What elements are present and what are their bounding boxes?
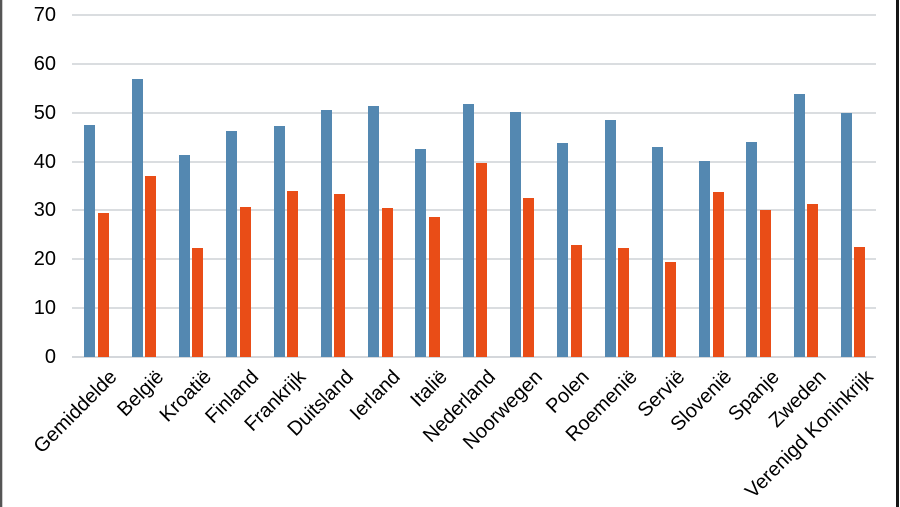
bar-blue-finland: [226, 130, 238, 357]
bar-blue-nederland: [462, 104, 474, 357]
x-axis-label: Ierland: [346, 366, 405, 425]
bar-blue-kroatië: [178, 155, 190, 357]
bar-blue-polen: [557, 143, 569, 357]
y-tick-label: 20: [33, 248, 56, 271]
gridline: [72, 14, 876, 16]
bar-blue-frankrijk: [273, 126, 285, 357]
y-tick-label: 0: [44, 346, 56, 368]
bar-orange-finland: [239, 206, 251, 357]
bar-orange-italië: [428, 216, 440, 357]
bar-blue-slovenië: [699, 161, 711, 357]
bar-orange-verenigd-koninkrijk: [854, 247, 866, 357]
screen-edge-right: [896, 0, 899, 507]
bar-blue-zweden: [793, 94, 805, 357]
x-axis-line: [72, 356, 876, 358]
bar-orange-duitsland: [334, 194, 346, 357]
bar-blue-noorwegen: [509, 111, 521, 357]
bar-blue-duitsland: [320, 110, 332, 357]
bar-orange-belgië: [145, 176, 156, 357]
bar-orange-slovenië: [712, 192, 724, 357]
gridline: [72, 209, 876, 212]
bar-blue-italië: [415, 149, 427, 357]
gridline: [72, 62, 876, 65]
bar-orange-frankrijk: [286, 190, 298, 357]
y-tick-label: 30: [33, 199, 56, 222]
gridline: [72, 307, 876, 310]
y-tick-label: 70: [33, 4, 56, 26]
bar-orange-spanje: [759, 210, 771, 357]
gridline: [72, 160, 876, 163]
bar-blue-roemenië: [604, 119, 616, 357]
bar-orange-kroatië: [192, 248, 204, 357]
y-tick-label: 60: [33, 52, 56, 75]
gridline: [72, 258, 876, 261]
bar-blue-servië: [651, 146, 663, 357]
y-tick-label: 50: [33, 101, 56, 124]
bar-orange-zweden: [807, 204, 819, 357]
bar-orange-polen: [570, 244, 582, 357]
y-tick-label: 10: [33, 297, 56, 320]
bar-orange-noorwegen: [523, 198, 535, 357]
bar-blue-belgië: [131, 78, 143, 357]
screen-edge-left: [0, 0, 2, 507]
bar-orange-ierland: [381, 208, 393, 357]
bar-blue-ierland: [368, 106, 380, 357]
bar-blue-gemiddelde: [84, 124, 96, 357]
gridline: [72, 111, 876, 114]
bar-orange-nederland: [476, 162, 488, 357]
bar-orange-servië: [665, 262, 677, 357]
bar-orange-gemiddelde: [97, 212, 109, 357]
bar-orange-roemenië: [617, 248, 629, 357]
y-tick-label: 40: [33, 150, 56, 173]
bar-blue-verenigd-koninkrijk: [841, 112, 852, 357]
bar-blue-spanje: [746, 141, 758, 357]
screen-edge-left-highlight: [2, 0, 3, 507]
x-axis-label: Gemiddelde: [29, 366, 122, 458]
